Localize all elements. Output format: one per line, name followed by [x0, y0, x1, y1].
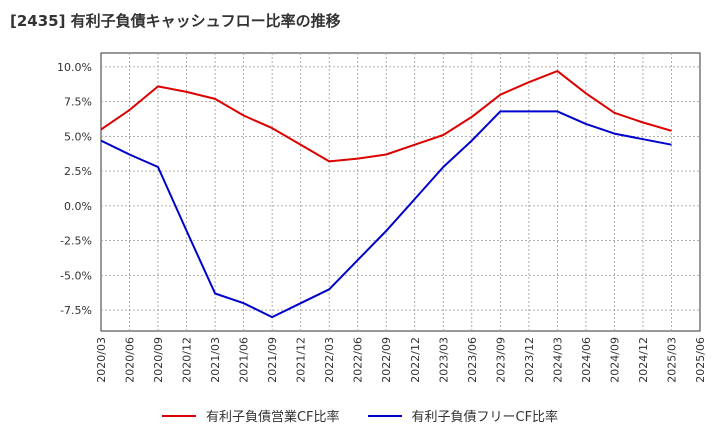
x-tick-label: 2023/12: [523, 337, 536, 383]
x-tick-label: 2020/06: [124, 337, 137, 383]
y-tick-label: 0.0%: [64, 200, 92, 213]
line-chart: 2020/03 2020/06 2020/09 2020/12 2021/03 2021/…: [57, 52, 707, 383]
legend-item-free: 有利子負債フリーCF比率: [367, 406, 559, 425]
x-tick-label: 2021/12: [295, 337, 308, 383]
chart-legend: 有利子負債営業CF比率 有利子負債フリーCF比率: [0, 406, 720, 425]
legend-item-operating: 有利子負債営業CF比率: [161, 406, 340, 425]
x-tick-label: 2023/03: [437, 337, 450, 383]
y-tick-label: -2.5%: [60, 235, 92, 248]
x-tick-label: 2022/12: [409, 337, 422, 383]
y-tick-label: -7.5%: [60, 304, 92, 317]
x-tick-label: 2024/12: [637, 337, 650, 383]
legend-swatch-operating: [161, 414, 196, 417]
y-tick-label: -5.0%: [60, 269, 92, 282]
plot-area: [100, 52, 701, 332]
x-tick-label: 2024/09: [608, 337, 621, 383]
x-tick-label: 2021/09: [266, 337, 279, 383]
x-tick-label: 2021/03: [209, 337, 222, 383]
x-tick-label: 2025/06: [694, 337, 707, 383]
x-tick-label: 2022/03: [323, 337, 336, 383]
chart-title: [2435] 有利子負債キャッシュフロー比率の推移: [10, 12, 341, 30]
x-tick-label: 2024/03: [551, 337, 564, 383]
x-tick-label: 2022/06: [352, 337, 365, 383]
legend-label-free: 有利子負債フリーCF比率: [411, 410, 559, 425]
x-tick-label: 2023/09: [494, 337, 507, 383]
y-tick-label: 7.5%: [64, 96, 92, 109]
y-tick-label: 2.5%: [64, 165, 92, 178]
x-tick-label: 2022/09: [380, 337, 393, 383]
x-tick-label: 2024/06: [580, 337, 593, 383]
x-tick-label: 2020/03: [95, 337, 108, 383]
legend-label-operating: 有利子負債営業CF比率: [205, 410, 340, 425]
x-tick-label: 2020/09: [152, 337, 165, 383]
y-tick-label: 5.0%: [64, 130, 92, 143]
x-tick-label: 2021/06: [238, 337, 251, 383]
series-line-free-cf: [100, 110, 672, 319]
x-tick-label: 2025/03: [665, 337, 678, 383]
x-tick-label: 2020/12: [181, 337, 194, 383]
x-tick-label: 2023/06: [466, 337, 479, 383]
y-tick-label: 10.0%: [57, 61, 92, 74]
series-line-operating-cf: [100, 70, 672, 163]
legend-swatch-free: [367, 414, 402, 417]
